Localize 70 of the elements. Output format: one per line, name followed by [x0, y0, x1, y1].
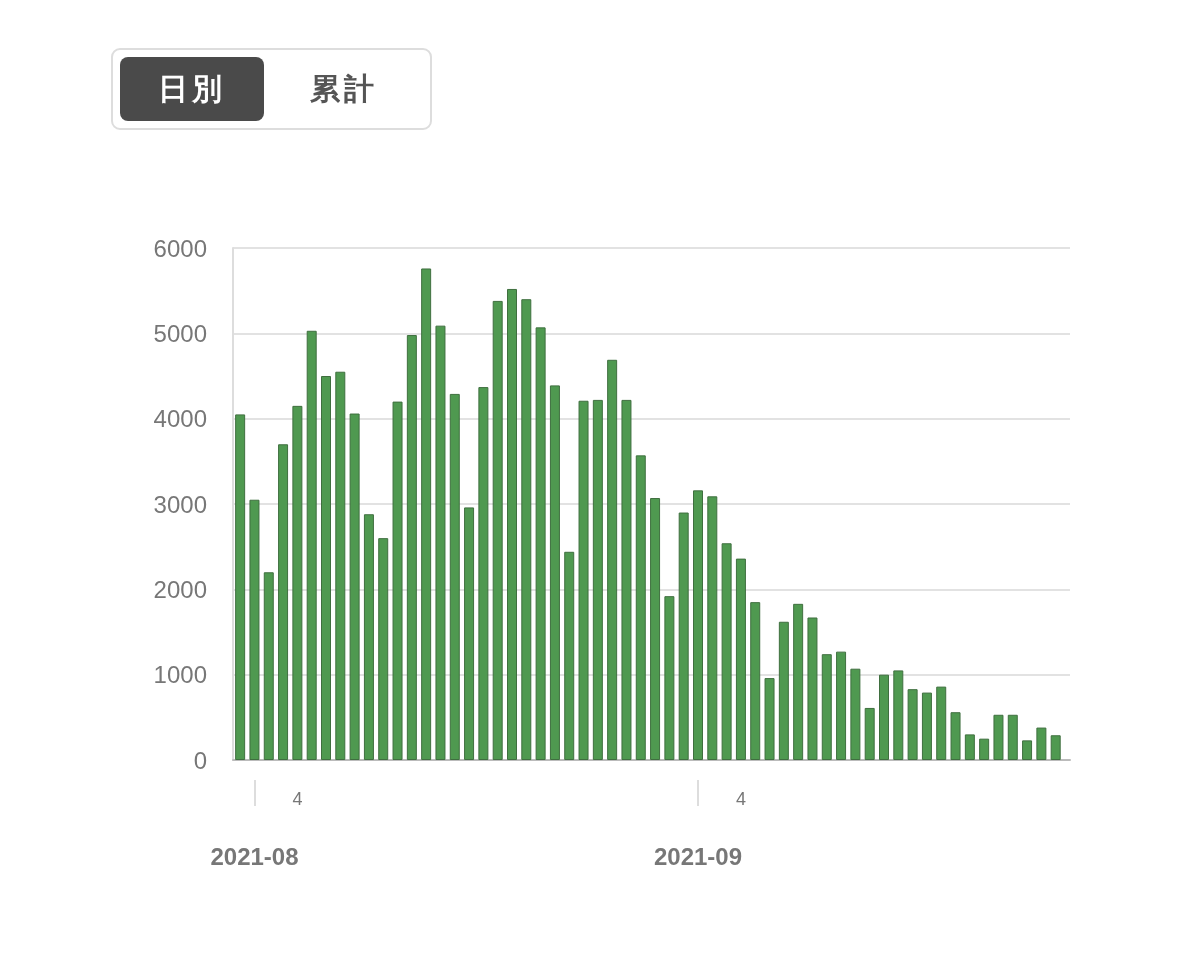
bar — [793, 603, 804, 760]
bar — [850, 668, 861, 760]
bar — [907, 689, 918, 760]
y-tick-label: 6000 — [153, 234, 207, 262]
bar — [363, 514, 374, 760]
bar — [936, 686, 947, 760]
bar — [893, 670, 904, 760]
bar — [464, 507, 475, 760]
bar — [979, 738, 990, 760]
bar — [378, 538, 389, 760]
y-tick-label: 0 — [193, 746, 207, 774]
bar — [1022, 740, 1033, 760]
bar — [964, 734, 975, 760]
bar — [1007, 714, 1018, 760]
bar — [664, 596, 675, 760]
y-tick-label: 4000 — [153, 405, 207, 433]
bar — [578, 400, 589, 760]
x2-tick-label: 2021-08 — [210, 842, 299, 870]
bar — [435, 325, 446, 760]
bar — [278, 444, 289, 760]
bar — [592, 399, 603, 760]
bar — [621, 399, 632, 760]
x2-tick-label: 2021-09 — [653, 842, 743, 870]
bar — [807, 617, 818, 760]
bar — [1036, 727, 1047, 760]
bar — [921, 692, 932, 760]
bar — [421, 268, 432, 760]
y-tick-label: 5000 — [153, 319, 207, 347]
bar — [249, 499, 260, 760]
bar — [678, 512, 689, 760]
bar — [750, 602, 761, 760]
bar — [607, 359, 618, 760]
bar — [321, 376, 331, 760]
bar — [864, 707, 875, 760]
bar — [306, 330, 317, 760]
bar — [392, 401, 403, 760]
bar — [836, 651, 847, 760]
bar — [635, 455, 646, 760]
bar — [821, 654, 832, 760]
bar — [693, 490, 703, 760]
x-tick-label: 4 — [292, 789, 303, 809]
view-toggle: 日別 累計 — [111, 48, 432, 130]
y-tick-label: 2000 — [153, 575, 207, 603]
bar — [406, 335, 417, 760]
bar — [292, 405, 303, 760]
y-tick-label: 1000 — [153, 661, 207, 689]
bar — [564, 551, 575, 760]
bar — [950, 712, 961, 760]
bar — [721, 543, 732, 760]
bar — [535, 327, 546, 760]
bar — [263, 572, 274, 760]
bar — [735, 558, 746, 760]
bar — [235, 414, 246, 760]
bar — [707, 496, 718, 760]
bar — [478, 387, 489, 760]
bar — [349, 413, 360, 760]
bar — [764, 678, 775, 760]
bar — [521, 299, 532, 760]
x-tick-label: 4 — [735, 789, 746, 809]
y-tick-label: 3000 — [153, 490, 207, 518]
bar — [449, 393, 460, 760]
bar — [650, 498, 661, 760]
bar — [507, 288, 517, 760]
bar — [778, 621, 789, 760]
bar — [335, 371, 346, 760]
bar — [492, 300, 503, 760]
bar — [1050, 735, 1061, 760]
bar — [879, 674, 889, 760]
bar — [993, 714, 1004, 760]
bar — [549, 385, 560, 760]
